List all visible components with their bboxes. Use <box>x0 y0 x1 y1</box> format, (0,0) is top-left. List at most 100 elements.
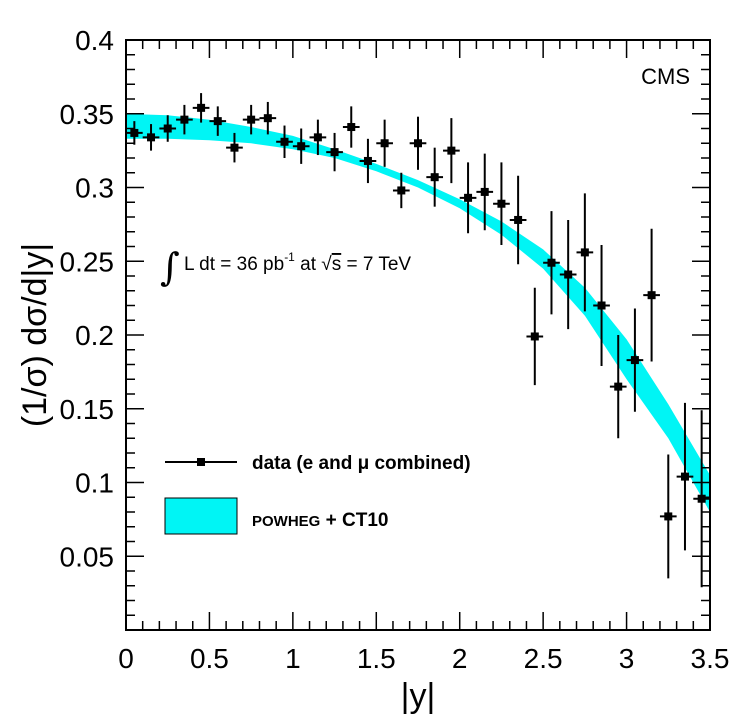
lumi-middle: at <box>295 254 321 275</box>
experiment-label: CMS <box>641 64 690 89</box>
data-point <box>443 118 460 184</box>
luminosity-text: L dt = 36 pb-1 at √s = 7 TeV <box>184 250 411 275</box>
data-point <box>192 93 210 123</box>
data-marker <box>664 512 673 521</box>
x-tick-label: 0 <box>118 643 134 674</box>
x-tick-label: 2 <box>452 643 468 674</box>
luminosity-annotation: ∫ L dt = 36 pb-1 at √s = 7 TeV <box>160 245 411 289</box>
theory-band <box>126 113 710 513</box>
legend: data (e and μ combined) POWHEG + CT10 <box>164 453 471 535</box>
lumi-suffix: = 7 TeV <box>341 254 411 275</box>
data-marker <box>313 133 322 142</box>
data-point <box>159 115 177 142</box>
y-tick-label: 0.35 <box>60 99 115 130</box>
data-marker <box>263 114 272 123</box>
data-marker <box>397 186 406 195</box>
lumi-prefix: L dt = 36 pb <box>184 254 284 275</box>
data-marker <box>464 193 473 202</box>
y-tick-label: 0.2 <box>75 320 114 351</box>
y-tick-label: 0.15 <box>60 394 115 425</box>
data-marker <box>614 382 623 391</box>
data-point <box>342 106 360 148</box>
data-marker <box>130 128 139 137</box>
data-point <box>126 121 143 145</box>
data-marker <box>230 143 239 152</box>
sqrt-arg: s <box>332 254 342 275</box>
legend-data-marker <box>197 458 205 466</box>
data-marker <box>414 139 422 148</box>
axis-ticks-layer <box>125 39 711 631</box>
data-point <box>576 193 594 312</box>
data-marker <box>647 291 656 300</box>
y-tick-label: 0.05 <box>60 541 115 572</box>
data-point <box>176 104 193 135</box>
data-point <box>676 402 694 551</box>
data-point <box>659 454 677 579</box>
data-marker <box>447 146 456 155</box>
data-marker <box>430 173 439 182</box>
data-point <box>459 162 477 234</box>
y-tick-label: 0.3 <box>75 173 114 204</box>
data-point <box>559 219 577 330</box>
data-point <box>526 287 544 386</box>
data-point <box>493 162 510 246</box>
theory-band-layer <box>126 113 710 513</box>
data-marker <box>580 248 589 257</box>
data-point <box>309 119 327 156</box>
y-tick-label: 0.4 <box>75 25 114 56</box>
data-marker <box>497 199 506 208</box>
data-marker <box>564 270 573 279</box>
data-marker <box>380 139 389 148</box>
data-point <box>626 308 644 412</box>
data-points-layer <box>126 93 710 588</box>
data-marker <box>680 472 689 481</box>
y-axis-title: (1/σ) dσ/d|y| <box>16 243 54 427</box>
data-marker <box>197 103 206 112</box>
x-tick-label: 3 <box>619 643 635 674</box>
x-tick-label: 1 <box>285 643 301 674</box>
data-point <box>376 119 393 167</box>
x-tick-label: 2.5 <box>524 643 563 674</box>
data-point <box>476 153 494 231</box>
x-axis-title: |y| <box>401 677 436 715</box>
data-point <box>543 211 560 315</box>
data-marker <box>347 123 356 132</box>
y-tick-label: 0.1 <box>75 468 114 499</box>
data-point <box>426 147 444 207</box>
data-point <box>409 116 427 170</box>
x-tick-label: 3.5 <box>691 643 730 674</box>
data-marker <box>330 148 339 157</box>
data-point <box>326 132 343 172</box>
data-point <box>292 128 310 164</box>
y-tick-label: 0.25 <box>60 246 115 277</box>
data-marker <box>280 137 289 146</box>
integral-sign: ∫ <box>160 245 180 289</box>
data-point <box>142 124 160 151</box>
data-point <box>509 175 527 265</box>
data-point <box>392 172 410 209</box>
data-marker <box>697 494 706 503</box>
data-marker <box>297 142 306 151</box>
x-tick-label: 0.5 <box>190 643 229 674</box>
data-point <box>259 101 277 135</box>
data-point <box>693 410 710 588</box>
data-marker <box>547 258 556 267</box>
data-point <box>593 245 610 366</box>
data-point <box>276 125 293 158</box>
data-point <box>242 104 260 135</box>
legend-data-label: data (e and μ combined) <box>252 453 471 474</box>
legend-theory-prefix: POWHEG <box>252 513 320 530</box>
legend-theory-swatch <box>164 497 238 535</box>
data-marker <box>147 133 156 142</box>
data-marker <box>514 215 523 224</box>
data-marker <box>163 124 172 133</box>
lumi-exponent: -1 <box>284 250 295 264</box>
legend-theory-suffix: + CT10 <box>320 510 388 531</box>
data-marker <box>597 301 606 310</box>
legend-theory-label: POWHEG + CT10 <box>252 510 388 531</box>
data-marker <box>213 117 222 126</box>
x-tick-label: 1.5 <box>357 643 396 674</box>
tick-labels-layer: 0 0.5 1 1.5 2 2.5 3 3.5 0.05 0.1 0.15 0.2 0.25 0.3 0.3… <box>60 25 730 674</box>
data-point <box>643 228 660 362</box>
